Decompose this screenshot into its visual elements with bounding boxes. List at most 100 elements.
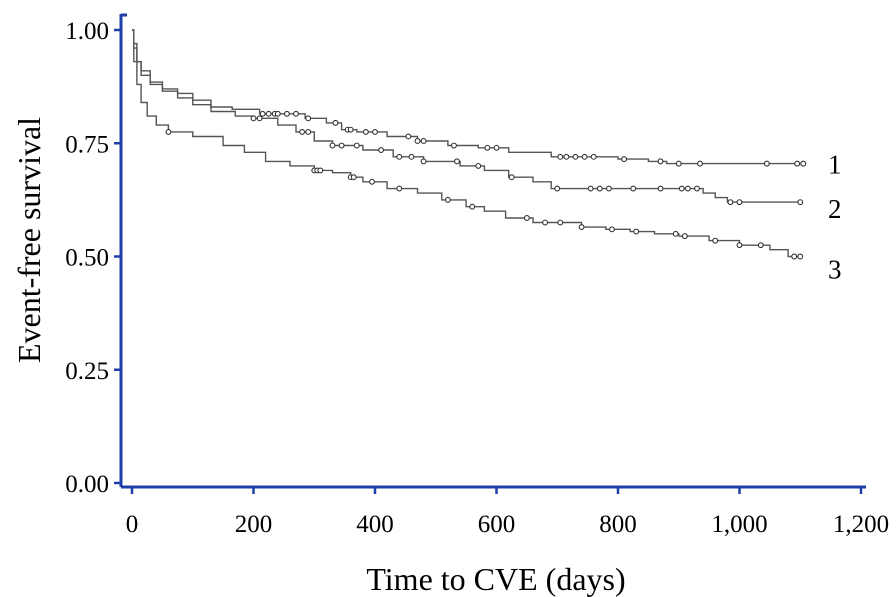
series-layer: [132, 29, 807, 260]
censor-mark: [697, 160, 703, 167]
series-label-2: 2: [828, 194, 842, 224]
censor-mark: [256, 115, 263, 122]
censor-mark: [563, 153, 570, 160]
censor-mark: [633, 228, 640, 235]
censor-mark: [712, 237, 719, 244]
censor-mark: [621, 156, 628, 163]
censor-mark: [763, 160, 770, 167]
censor-mark: [338, 142, 345, 149]
y-tick-label: 0.50: [65, 245, 109, 272]
censor-mark: [317, 167, 324, 174]
censor-mark: [630, 185, 637, 192]
y-tick-label: 0.75: [65, 131, 109, 158]
censor-mark: [332, 119, 339, 126]
series-label-1: 1: [828, 150, 842, 180]
survival-curve-3: [132, 29, 801, 258]
censor-mark: [362, 128, 369, 135]
censor-mark: [694, 185, 700, 192]
series-labels: 1 2 3: [828, 150, 842, 285]
survival-curve-2: [132, 29, 801, 203]
censor-mark: [542, 219, 549, 226]
series-1: [132, 29, 807, 167]
censor-mark: [523, 215, 530, 221]
x-tick-label: 800: [599, 511, 637, 538]
y-ticks: 0.00 0.25 0.50 0.75 1.00: [65, 13, 127, 498]
censor-mark: [451, 142, 457, 149]
censor-mark: [608, 226, 615, 233]
censor-mark: [484, 144, 491, 151]
censor-mark: [469, 203, 476, 210]
x-tick-label: 400: [356, 511, 394, 538]
x-axis-title: Time to CVE (days): [366, 561, 625, 597]
censor-mark: [353, 142, 360, 149]
y-tick-label: 1.00: [65, 18, 109, 45]
censor-mark: [274, 110, 281, 117]
censor-mark: [165, 128, 172, 135]
censor-mark: [305, 115, 312, 122]
censor-mark: [757, 242, 764, 249]
y-tick-label: 0.00: [65, 471, 109, 498]
censor-mark: [454, 158, 460, 165]
censor-mark: [293, 110, 299, 117]
censor-mark: [299, 128, 306, 135]
x-tick-label: 1,200: [833, 511, 889, 538]
censor-mark: [369, 178, 375, 185]
censor-mark: [791, 253, 798, 260]
censor-mark: [372, 128, 378, 135]
censor-mark: [350, 174, 357, 181]
censor-mark: [305, 128, 312, 135]
censor-mark: [475, 162, 482, 169]
censor-mark: [678, 185, 685, 192]
censor-mark: [605, 185, 612, 192]
censor-mark: [347, 126, 354, 133]
censor-mark: [684, 185, 691, 192]
censor-mark: [557, 219, 564, 226]
censor-mark: [493, 144, 500, 151]
censor-mark: [329, 142, 336, 149]
censor-mark: [657, 185, 664, 192]
censor-mark: [420, 158, 427, 165]
x-tick-label: 200: [235, 511, 273, 538]
censor-mark: [414, 138, 421, 144]
censor-mark: [572, 153, 579, 160]
series-3: [132, 29, 804, 260]
censor-mark: [727, 199, 734, 206]
censor-mark: [508, 174, 515, 181]
censor-mark: [681, 233, 688, 240]
censor-mark: [800, 160, 807, 167]
censor-mark: [250, 115, 257, 122]
x-tick-label: 600: [478, 511, 516, 538]
censor-mark: [259, 110, 266, 117]
censor-mark: [736, 242, 743, 249]
censor-mark: [396, 153, 403, 160]
censor-mark: [590, 153, 597, 160]
censor-mark: [797, 253, 804, 260]
survival-curve-1: [132, 29, 801, 165]
censor-mark: [378, 147, 385, 153]
censor-mark: [396, 185, 403, 192]
x-tick-label: 0: [126, 511, 139, 538]
censor-mark: [405, 133, 412, 140]
plot-area: 0.00 0.25 0.50 0.75 1.00 0 200 400 600 800 1,000 1…: [65, 13, 889, 538]
censor-mark: [675, 160, 682, 167]
censor-mark: [596, 185, 603, 192]
censor-mark: [265, 110, 272, 117]
censor-mark: [657, 158, 664, 165]
censor-mark: [578, 224, 585, 231]
censor-mark: [672, 230, 679, 237]
censor-mark: [444, 196, 451, 203]
series-label-3: 3: [828, 255, 842, 285]
censor-mark: [420, 138, 427, 144]
y-axis-title: Event-free survival: [11, 117, 47, 363]
x-tick-label: 1,000: [711, 511, 767, 538]
censor-mark: [557, 153, 564, 160]
censor-mark: [283, 110, 290, 117]
censor-mark: [581, 153, 588, 160]
censor-mark: [408, 153, 415, 160]
y-tick-label: 0.25: [65, 358, 109, 385]
censor-mark: [797, 199, 804, 206]
censor-mark: [554, 185, 561, 192]
censor-mark: [587, 185, 594, 192]
censor-mark: [794, 160, 801, 167]
